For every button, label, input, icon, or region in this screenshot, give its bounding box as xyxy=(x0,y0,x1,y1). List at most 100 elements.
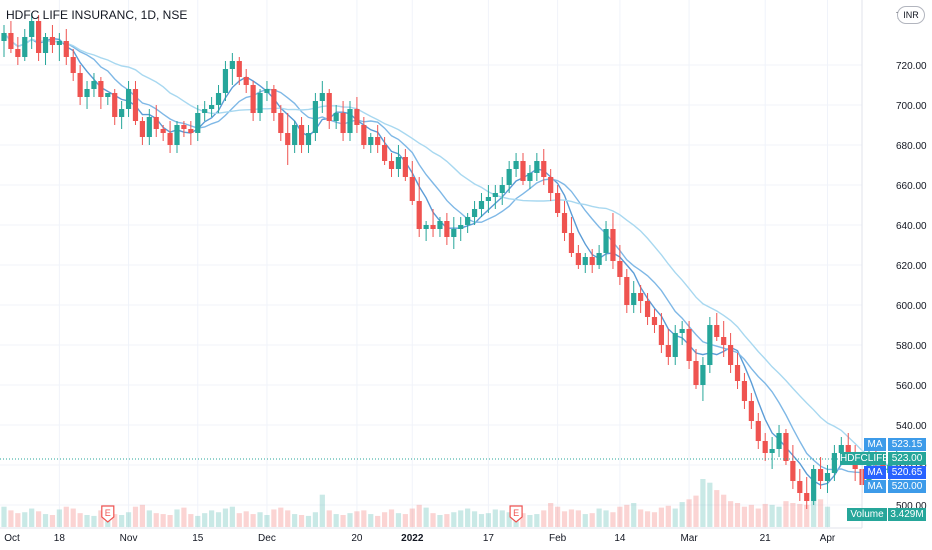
volume-bar xyxy=(804,504,810,527)
candle-body xyxy=(465,217,471,225)
candle-body xyxy=(271,89,277,113)
volume-bar xyxy=(112,514,118,527)
volume-bar xyxy=(84,515,90,527)
candle-body xyxy=(541,161,547,177)
candle-body xyxy=(264,89,270,93)
candle-body xyxy=(714,325,720,337)
volume-value: 3.429M xyxy=(888,508,926,521)
volume-bar xyxy=(15,513,21,527)
volume-bar xyxy=(817,499,824,527)
volume-bar xyxy=(222,508,229,527)
candle-body xyxy=(686,329,692,361)
candle-body xyxy=(838,445,844,453)
time-tick-label: Oct xyxy=(4,533,20,544)
candle-body xyxy=(651,317,658,325)
time-tick-label: Feb xyxy=(549,533,567,544)
price-tag-name: MA xyxy=(864,466,886,479)
volume-bar xyxy=(264,515,270,527)
price-tick-label: 540.00 xyxy=(896,421,927,432)
volume-bar xyxy=(333,514,339,527)
candle-body xyxy=(119,109,125,117)
candle-body xyxy=(222,69,229,93)
candle-body xyxy=(347,109,353,133)
candle-body xyxy=(15,49,21,57)
candle-body xyxy=(769,449,775,453)
volume-bar xyxy=(395,513,402,527)
earnings-icon xyxy=(509,505,523,523)
volume-bar xyxy=(423,507,429,527)
price-tick-label: 660.00 xyxy=(896,181,927,192)
candle-body xyxy=(423,225,429,229)
volume-bar xyxy=(437,515,443,527)
candle-body xyxy=(22,37,28,57)
candle-body xyxy=(728,345,734,365)
candle-body xyxy=(326,93,332,121)
volume-bar xyxy=(271,509,277,527)
candle-body xyxy=(811,469,817,501)
volume-bar xyxy=(741,506,748,527)
volume-bar xyxy=(555,506,561,527)
candle-body xyxy=(153,117,159,129)
volume-bar xyxy=(548,503,554,527)
volume-bar xyxy=(98,510,104,527)
candle-body xyxy=(70,57,76,73)
price-tag-value: 520.65 xyxy=(888,466,926,479)
price-tag-value: 520.00 xyxy=(888,480,926,493)
volume-bar xyxy=(700,479,706,527)
candle-body xyxy=(236,61,242,77)
candle-body xyxy=(333,113,339,121)
candle-body xyxy=(548,177,554,193)
candles xyxy=(1,13,900,509)
candle-body xyxy=(589,257,595,265)
volume-bar xyxy=(125,512,132,527)
candle-body xyxy=(285,133,291,145)
candle-body xyxy=(790,461,796,481)
volume-bar xyxy=(409,508,415,527)
price-tag-value: 523.15 xyxy=(888,438,926,451)
price-tick-label: 620.00 xyxy=(896,261,927,272)
volume-bar xyxy=(22,512,28,527)
time-tick-label: Nov xyxy=(120,533,138,544)
volume-bar xyxy=(70,508,76,527)
currency-button[interactable]: INR xyxy=(897,6,925,24)
candle-body xyxy=(748,401,754,421)
price-axis[interactable]: 500.00520.00540.00560.00580.00600.00620.… xyxy=(896,11,927,512)
time-axis[interactable]: Oct 18 Nov 15 Dec 20 2022 17 Feb 14 Mar 21 Apr xyxy=(4,533,836,544)
candle-body xyxy=(555,193,561,213)
volume-bar xyxy=(257,512,263,527)
volume-bar xyxy=(305,515,312,527)
volume-bar xyxy=(188,514,194,527)
volume-bar xyxy=(499,510,505,527)
candle-body xyxy=(49,37,56,45)
volume-bar xyxy=(589,513,595,527)
candle-body xyxy=(617,261,623,277)
time-tick-label: Dec xyxy=(258,533,276,544)
plot-area[interactable] xyxy=(0,0,862,528)
candle-body xyxy=(721,337,727,345)
price-tick-label: 720.00 xyxy=(896,61,927,72)
volume-bar xyxy=(575,510,581,527)
candle-body xyxy=(292,125,298,145)
moving-averages xyxy=(3,32,898,486)
candle-body xyxy=(278,113,284,133)
volume-bar xyxy=(651,512,658,527)
candle-body xyxy=(375,137,381,145)
volume-bar xyxy=(790,503,796,527)
volume-bar xyxy=(714,490,720,527)
volume-bar xyxy=(797,503,803,527)
time-tick-label: 17 xyxy=(483,533,495,544)
volume-bar xyxy=(520,513,526,527)
volume-bar xyxy=(416,504,422,527)
volume-bar xyxy=(326,510,332,527)
candle-body xyxy=(596,253,602,265)
candle-body xyxy=(215,93,222,105)
volume-bar xyxy=(91,515,97,527)
candle-body xyxy=(499,185,505,193)
volume-bar xyxy=(721,494,727,527)
volume-bar xyxy=(181,507,187,527)
volume-bar xyxy=(368,514,374,527)
price-tick-label: 600.00 xyxy=(896,301,927,312)
candle-body xyxy=(534,161,540,173)
candle-body xyxy=(416,201,422,229)
